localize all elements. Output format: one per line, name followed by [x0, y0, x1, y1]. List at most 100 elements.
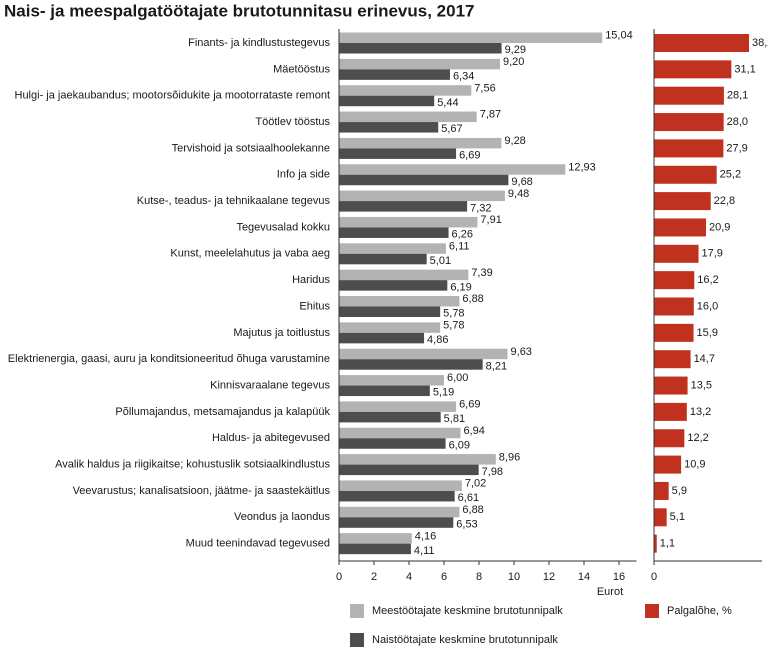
- value-label: 9,63: [511, 346, 532, 358]
- bar: [339, 164, 566, 175]
- bar: [654, 508, 667, 527]
- category-label: Kutse-, teadus- ja tehnikaalane tegevus: [137, 195, 331, 207]
- bar: [339, 253, 427, 265]
- value-label: 16,0: [697, 300, 718, 312]
- x-tick-label: 14: [578, 571, 590, 583]
- category-label: Tegevusalad kokku: [236, 221, 330, 233]
- value-label: 6,26: [452, 229, 473, 241]
- bar: [339, 438, 446, 449]
- bar: [339, 280, 448, 291]
- category-label: Muud teenindavad tegevused: [186, 538, 330, 550]
- bar: [339, 348, 508, 360]
- bar: [654, 34, 750, 52]
- value-label: 6,69: [459, 399, 480, 411]
- value-label: 6,61: [458, 492, 479, 504]
- value-label: 7,32: [470, 202, 491, 214]
- value-label: 7,91: [480, 214, 501, 226]
- value-label: 13,5: [691, 379, 712, 391]
- value-label: 15,04: [605, 30, 633, 42]
- chart-title: Nais- ja meespalgatöötajate brutotunnita…: [4, 1, 474, 20]
- value-label: 8,21: [486, 360, 507, 372]
- value-label: 6,88: [462, 504, 483, 516]
- value-label: 6,34: [453, 71, 474, 83]
- bar: [339, 385, 430, 397]
- bar: [339, 85, 472, 96]
- bar: [654, 86, 724, 105]
- bar: [339, 137, 502, 149]
- category-label: Haridus: [292, 274, 330, 286]
- bar: [654, 323, 694, 342]
- bar: [339, 543, 411, 555]
- value-label: 28,1: [727, 90, 748, 102]
- bar: [339, 32, 603, 43]
- category-label: Tervishoid ja sotsiaalhoolekanne: [172, 142, 330, 154]
- bar: [339, 533, 412, 544]
- legend-swatch: [645, 604, 659, 618]
- bar: [339, 359, 483, 370]
- value-label: 9,68: [511, 176, 532, 188]
- value-label: 7,39: [471, 267, 492, 279]
- value-label: 10,9: [684, 459, 705, 471]
- value-label: 6,69: [459, 150, 480, 162]
- bar: [654, 429, 685, 448]
- value-label: 9,20: [503, 56, 524, 68]
- value-label: 12,93: [568, 161, 596, 173]
- x-tick-label: 0: [336, 571, 342, 583]
- bar: [654, 402, 687, 421]
- bar: [339, 190, 505, 202]
- bar: [339, 95, 435, 107]
- value-label: 5,19: [433, 387, 454, 399]
- value-label: 38,2: [752, 37, 768, 49]
- x-tick-label: 10: [508, 571, 520, 583]
- value-label: 4,86: [427, 334, 448, 346]
- category-label: Kinnisvaraalane tegevus: [210, 379, 330, 391]
- category-label: Ehitus: [299, 300, 330, 312]
- category-label: Majutus ja toitlustus: [233, 327, 330, 339]
- bar: [339, 43, 502, 54]
- legend-swatch: [350, 633, 364, 647]
- category-label: Mäetööstus: [273, 63, 330, 75]
- bar: [654, 244, 699, 263]
- bar: [654, 455, 682, 474]
- x-tick-label: 4: [406, 571, 412, 583]
- value-label: 5,9: [672, 485, 687, 497]
- bar: [339, 411, 441, 423]
- value-label: 6,94: [463, 425, 484, 437]
- bar: [654, 534, 657, 553]
- bar: [654, 60, 732, 79]
- value-label: 6,09: [449, 439, 470, 451]
- value-label: 5,44: [437, 97, 458, 109]
- value-label: 31,1: [734, 63, 755, 75]
- value-label: 15,9: [697, 327, 718, 339]
- category-label: Info ja side: [277, 169, 330, 181]
- bar: [654, 297, 694, 316]
- bar: [339, 480, 462, 491]
- value-label: 5,67: [441, 123, 462, 135]
- legend-label: Palgalõhe, %: [667, 605, 732, 617]
- bar: [339, 332, 425, 344]
- value-label: 7,87: [480, 109, 501, 121]
- value-label: 9,29: [505, 44, 526, 56]
- bar: [654, 165, 717, 184]
- bar: [654, 192, 711, 211]
- category-label: Veevarustus; kanalisatsioon, jäätme- ja …: [73, 485, 331, 497]
- bar: [339, 269, 469, 281]
- category-label: Veondus ja laondus: [234, 511, 331, 523]
- bar: [654, 113, 724, 132]
- bar: [339, 490, 455, 502]
- category-label: Hulgi- ja jaekaubandus; mootorsõidukite …: [15, 90, 331, 102]
- bar: [339, 454, 496, 465]
- bar: [339, 375, 444, 386]
- x-tick-label: 2: [371, 571, 377, 583]
- bar: [339, 227, 449, 238]
- bar: [339, 243, 446, 254]
- value-label: 6,53: [456, 518, 477, 530]
- x-tick-label: 6: [441, 571, 447, 583]
- bar: [339, 322, 441, 333]
- category-label: Töötlev tööstus: [255, 116, 330, 128]
- legend-label: Naistöötajate keskmine brutotunnipalk: [372, 634, 558, 646]
- value-label: 4,11: [414, 545, 435, 557]
- bar: [654, 139, 724, 158]
- value-label: 14,7: [694, 353, 715, 365]
- value-label: 22,8: [714, 195, 735, 207]
